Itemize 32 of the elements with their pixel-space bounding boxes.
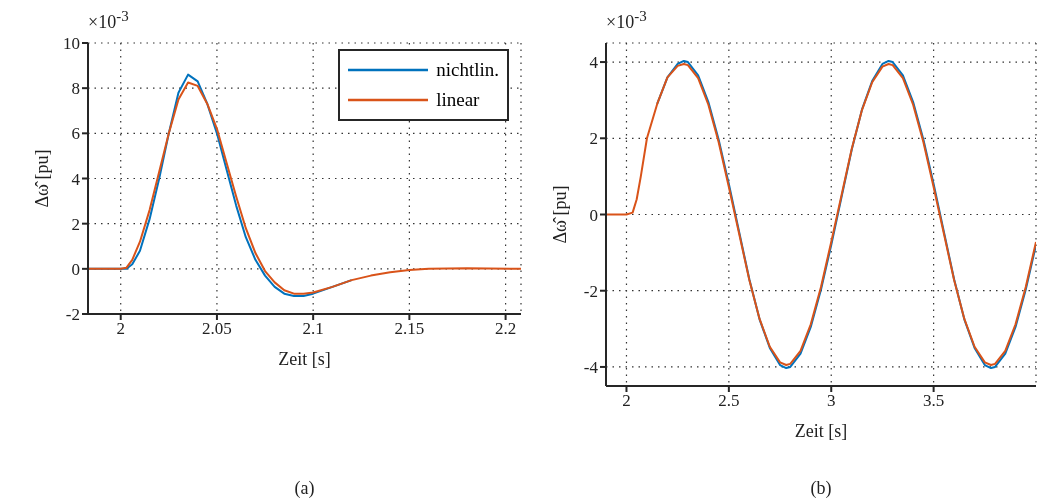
x-tick-label: 2.05 [202,319,232,339]
y-tick-label: 4 [71,169,81,189]
line-series [88,81,521,295]
y-tick-label: 8 [71,79,80,99]
text: (b) [809,478,833,499]
y-tick-label: 10 [63,34,80,54]
x-tick-label: 3.5 [922,391,945,411]
y-axis-title: Δω̂ [pu] [550,185,571,244]
text: ×10$^{-3}$ [606,8,647,33]
legend-label: linear [436,88,480,112]
y-tick-label: 0 [589,205,598,225]
x-tick-label: 2.15 [394,319,425,339]
y-tick-label: 6 [71,124,80,144]
y-tick-label: 2 [71,214,80,234]
y-tick-label: 4 [589,53,599,73]
x-tick-label: 2.1 [302,319,324,339]
y-tick-label: 2 [589,129,598,149]
x-tick-label: 2.5 [718,391,740,411]
x-tick-label: 2.2 [494,319,517,339]
text: ×10$^{-3}$ [88,8,129,33]
y-tick-label: 0 [71,259,80,279]
x-tick-label: 2 [622,391,631,411]
x-axis-title: Zeit [s] [794,420,848,441]
y-tick-label: -4 [583,357,599,377]
y-tick-label: -2 [65,305,80,325]
x-tick-label: 2 [116,319,125,339]
legend-label: nichtlin. [436,58,499,82]
text: (a) [293,478,316,499]
y-axis-title: Δω̂ [pu] [32,149,53,208]
x-axis-title: Zeit [s] [278,348,331,369]
y-tick-label: -2 [583,281,598,301]
x-tick-label: 3 [826,391,836,411]
